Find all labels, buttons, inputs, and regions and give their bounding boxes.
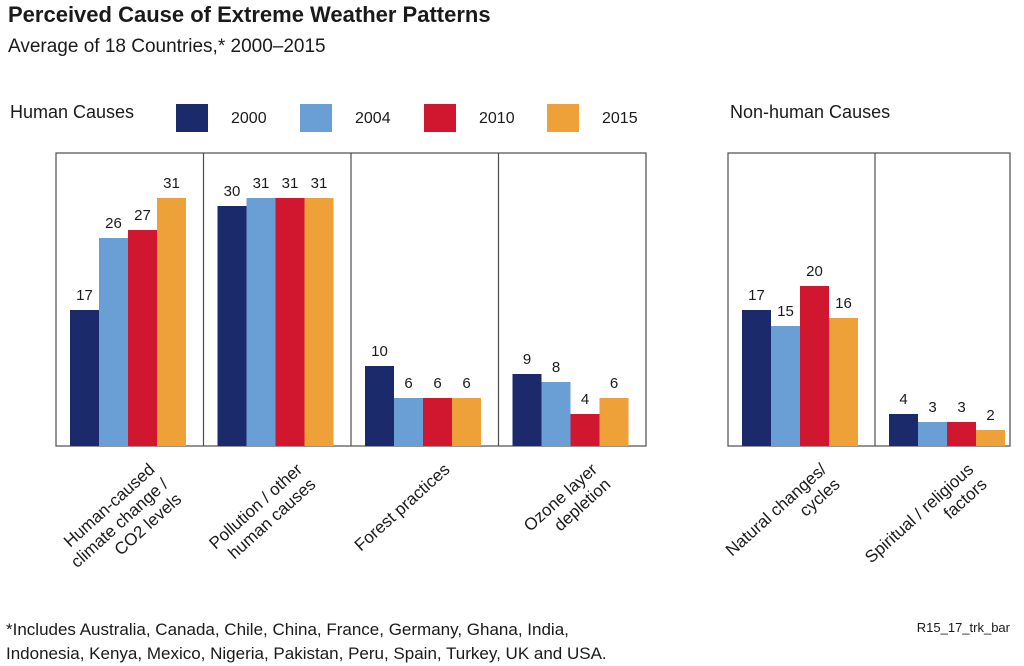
bar-pollution-other-human-causes-2000	[217, 206, 247, 446]
category-label-natural-changes-cycles: Natural changes/cycles	[722, 460, 844, 575]
data-label-human-caused-climate-change-co2-levels-2015: 31	[163, 175, 180, 192]
bar-ozone-layer-depletion-2015	[599, 398, 629, 446]
chart-title: Perceived Cause of Extreme Weather Patte…	[8, 2, 491, 27]
bar-pollution-other-human-causes-2015	[304, 198, 334, 446]
data-label-ozone-layer-depletion-2010: 4	[581, 391, 589, 408]
data-label-pollution-other-human-causes-2010: 31	[282, 175, 299, 192]
data-label-forest-practices-2004: 6	[404, 375, 412, 392]
chart-credit: R15_17_trk_bar	[916, 620, 1010, 635]
bar-human-caused-climate-change-co2-levels-2000	[70, 310, 99, 446]
chart-subtitle: Average of 18 Countries,* 2000–2015	[8, 36, 326, 57]
bar-spiritual-religious-factors-2010	[947, 422, 976, 446]
bar-natural-changes-cycles-2015	[829, 318, 858, 446]
panel-frame-2	[727, 152, 1011, 447]
data-label-human-caused-climate-change-co2-levels-2010: 27	[134, 207, 151, 224]
bar-forest-practices-2000	[365, 366, 394, 446]
data-label-spiritual-religious-factors-2015: 2	[986, 407, 994, 424]
group-label-nonhuman: Non-human Causes	[730, 102, 891, 122]
bar-human-caused-climate-change-co2-levels-2004	[99, 238, 128, 446]
bar-ozone-layer-depletion-2000	[512, 374, 542, 446]
bar-forest-practices-2010	[423, 398, 452, 446]
category-label-pollution-other-human-causes: Pollution / otherhuman causes	[205, 460, 319, 568]
category-label-spiritual-religious-factors: Spiritual / religiousfactors	[861, 460, 990, 582]
data-label-pollution-other-human-causes-2000: 30	[224, 183, 241, 200]
data-label-pollution-other-human-causes-2015: 31	[311, 175, 328, 192]
bar-forest-practices-2015	[452, 398, 481, 446]
footnote-line-2: Indonesia, Kenya, Mexico, Nigeria, Pakis…	[6, 644, 607, 663]
data-label-pollution-other-human-causes-2004: 31	[253, 175, 270, 192]
category-label-line: Forest practices	[351, 460, 454, 555]
data-label-forest-practices-2010: 6	[433, 375, 441, 392]
footnote: *Includes Australia, Canada, Chile, Chin…	[6, 618, 607, 666]
bar-ozone-layer-depletion-2010	[570, 414, 600, 446]
bar-pollution-other-human-causes-2004	[246, 198, 276, 446]
footnote-line-1: *Includes Australia, Canada, Chile, Chin…	[6, 620, 569, 639]
data-label-ozone-layer-depletion-2015: 6	[610, 375, 618, 392]
data-label-spiritual-religious-factors-2010: 3	[957, 399, 965, 416]
category-label-forest-practices: Forest practices	[351, 460, 454, 555]
bar-spiritual-religious-factors-2015	[976, 430, 1005, 446]
bar-spiritual-religious-factors-2000	[889, 414, 918, 446]
bar-forest-practices-2004	[394, 398, 423, 446]
bar-natural-changes-cycles-2000	[742, 310, 771, 446]
bar-natural-changes-cycles-2010	[800, 286, 829, 446]
bar-human-caused-climate-change-co2-levels-2015	[157, 198, 186, 446]
data-label-human-caused-climate-change-co2-levels-2004: 26	[105, 215, 122, 232]
bar-natural-changes-cycles-2004	[771, 326, 800, 446]
data-label-forest-practices-2015: 6	[462, 375, 470, 392]
category-label-human-caused-climate-change-co2-levels: Human-causedclimate change /CO2 levels	[54, 460, 186, 587]
legend-label-2010: 2010	[479, 110, 515, 127]
legend-swatch-2010	[424, 104, 456, 132]
legend-label-2015: 2015	[602, 110, 638, 127]
data-label-spiritual-religious-factors-2004: 3	[928, 399, 936, 416]
data-label-ozone-layer-depletion-2000: 9	[523, 351, 531, 368]
legend-swatch-2004	[300, 104, 332, 132]
legend-swatch-2000	[176, 104, 208, 132]
data-label-natural-changes-cycles-2015: 16	[835, 295, 852, 312]
bar-human-caused-climate-change-co2-levels-2010	[128, 230, 157, 446]
data-label-natural-changes-cycles-2010: 20	[806, 263, 823, 280]
bar-spiritual-religious-factors-2004	[918, 422, 947, 446]
legend-swatch-2015	[547, 104, 579, 132]
legend-label-2004: 2004	[355, 110, 391, 127]
data-label-forest-practices-2000: 10	[371, 343, 388, 360]
legend-label-2000: 2000	[231, 110, 267, 127]
data-label-human-caused-climate-change-co2-levels-2000: 17	[76, 287, 93, 304]
data-label-natural-changes-cycles-2004: 15	[777, 303, 794, 320]
category-label-ozone-layer-depletion: Ozone layerdepletion	[520, 460, 614, 551]
data-label-natural-changes-cycles-2000: 17	[748, 287, 765, 304]
data-label-ozone-layer-depletion-2004: 8	[552, 359, 560, 376]
data-label-spiritual-religious-factors-2000: 4	[899, 391, 907, 408]
group-label-human: Human Causes	[10, 102, 135, 122]
bar-ozone-layer-depletion-2004	[541, 382, 571, 446]
bar-pollution-other-human-causes-2010	[275, 198, 305, 446]
